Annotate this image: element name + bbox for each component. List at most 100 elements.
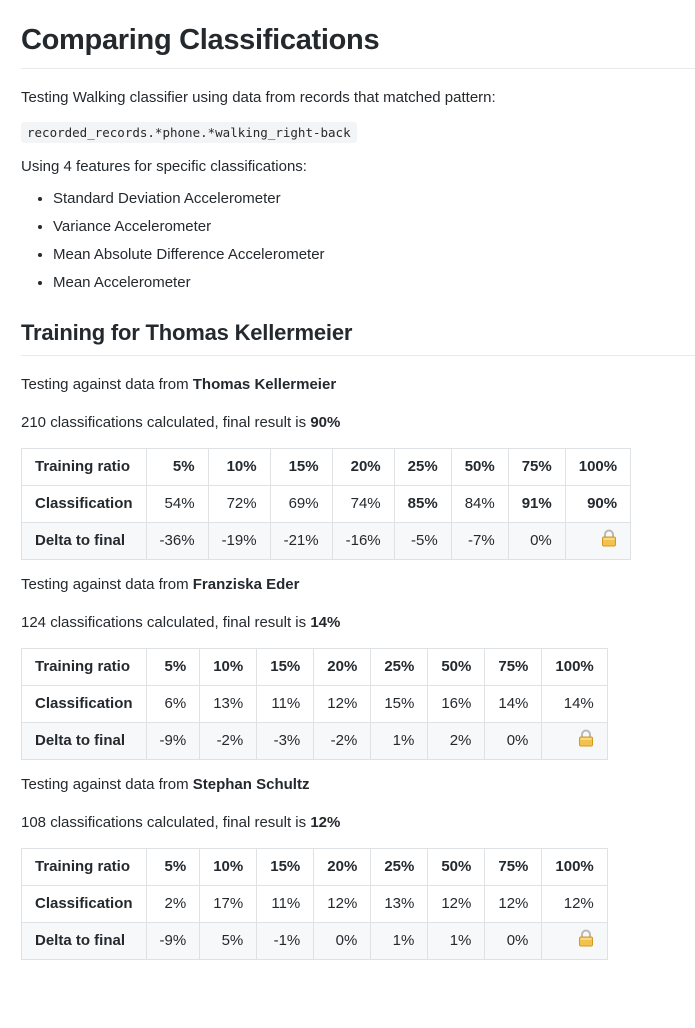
result-summary: 124 classifications calculated, final re… (21, 612, 695, 635)
classification-cell: 12% (313, 685, 372, 724)
delta-cell: -36% (145, 522, 209, 561)
classification-cell: 74% (331, 485, 395, 524)
table-row: Classification 6% 13% 11% 12% 15% 16% 14% 14% (21, 685, 608, 724)
classification-cell: 14% (484, 685, 543, 724)
ratio-header: 15% (269, 448, 333, 487)
table-row: Training ratio 5% 10% 15% 20% 25% 50% 75% 100% (21, 848, 608, 887)
ratio-header: 50% (450, 448, 509, 487)
delta-cell: 0% (484, 922, 543, 961)
classification-cell: 85% (393, 485, 452, 524)
row-label: Delta to final (21, 922, 147, 961)
summary-text: classifications calculated, final result… (46, 413, 311, 431)
classification-cell: 17% (199, 885, 258, 924)
delta-cell: -2% (199, 722, 258, 761)
pattern-block: recorded_records.*phone.*walking_right-b… (21, 121, 695, 145)
feature-list: Standard Deviation Accelerometer Varianc… (21, 185, 695, 297)
delta-cell: -9% (145, 722, 201, 761)
delta-cell: -2% (313, 722, 372, 761)
table-row: Delta to final -9% 5% -1% 0% 1% 1% 0% (21, 922, 608, 961)
classification-cell: 2% (145, 885, 201, 924)
classification-cell: 6% (145, 685, 201, 724)
row-label: Classification (21, 885, 147, 924)
ratio-header: 10% (207, 448, 271, 487)
results-table: Training ratio 5% 10% 15% 20% 25% 50% 75% 100% Cl… (21, 848, 608, 961)
test-section: Testing against data from Franziska Eder… (21, 574, 695, 761)
final-result: 12% (310, 813, 341, 831)
lock-cell (541, 922, 608, 961)
person-name: Thomas Kellermeier (192, 376, 337, 394)
summary-text: classifications calculated, final result… (46, 813, 311, 831)
ratio-header: 20% (331, 448, 395, 487)
ratio-header: 20% (313, 848, 372, 887)
classification-cell: 11% (256, 685, 315, 724)
classification-cell: 90% (564, 485, 632, 524)
table-row: Delta to final -9% -2% -3% -2% 1% 2% 0% (21, 722, 608, 761)
classification-cell: 69% (269, 485, 333, 524)
lock-icon (578, 929, 594, 955)
summary-text: classifications calculated, final result… (46, 613, 311, 631)
delta-cell: 2% (427, 722, 486, 761)
table-row: Classification 54% 72% 69% 74% 85% 84% 91% 90% (21, 485, 632, 524)
test-section: Testing against data from Stephan Schult… (21, 774, 695, 961)
testing-prefix: Testing against data from (21, 376, 193, 394)
ratio-header: 100% (564, 448, 632, 487)
ratio-header: 15% (256, 848, 315, 887)
results-table: Training ratio 5% 10% 15% 20% 25% 50% 75% 100% Cl… (21, 448, 632, 561)
table-row: Training ratio 5% 10% 15% 20% 25% 50% 75% 100% (21, 448, 632, 487)
classification-cell: 12% (541, 885, 608, 924)
ratio-header: 20% (313, 648, 372, 687)
ratio-header: 75% (507, 448, 566, 487)
row-label: Classification (21, 685, 147, 724)
ratio-header: 50% (427, 648, 486, 687)
delta-cell: -21% (269, 522, 333, 561)
classification-cell: 14% (541, 685, 608, 724)
delta-cell: -7% (450, 522, 509, 561)
ratio-header: 50% (427, 848, 486, 887)
testing-against-text: Testing against data from Stephan Schult… (21, 774, 695, 797)
ratio-header: 15% (256, 648, 315, 687)
testing-prefix: Testing against data from (21, 776, 193, 794)
classification-cell: 54% (145, 485, 209, 524)
ratio-header: 25% (370, 648, 429, 687)
ratio-header: 10% (199, 848, 258, 887)
feature-item: Mean Absolute Difference Accelerometer (53, 241, 695, 269)
delta-cell: 1% (427, 922, 486, 961)
document: Comparing Classifications Testing Walkin… (0, 0, 695, 960)
delta-cell: -16% (331, 522, 395, 561)
classification-count: 124 (21, 613, 47, 631)
classification-cell: 91% (507, 485, 566, 524)
feature-item: Variance Accelerometer (53, 213, 695, 241)
result-summary: 108 classifications calculated, final re… (21, 812, 695, 835)
lock-icon (601, 529, 617, 555)
delta-cell: -3% (256, 722, 315, 761)
classification-count: 108 (21, 813, 47, 831)
delta-cell: 1% (370, 922, 429, 961)
delta-cell: -5% (393, 522, 452, 561)
pattern-code: recorded_records.*phone.*walking_right-b… (21, 121, 357, 143)
delta-cell: 0% (313, 922, 372, 961)
lock-cell (541, 722, 608, 761)
classification-cell: 12% (484, 885, 543, 924)
person-name: Franziska Eder (192, 576, 300, 594)
row-label: Classification (21, 485, 147, 524)
ratio-header: 75% (484, 848, 543, 887)
ratio-header: 10% (199, 648, 258, 687)
lock-icon (578, 729, 594, 755)
ratio-header: 25% (370, 848, 429, 887)
delta-cell: -1% (256, 922, 315, 961)
delta-cell: 0% (507, 522, 566, 561)
ratio-header: 100% (541, 648, 608, 687)
row-label: Training ratio (21, 648, 147, 687)
classification-cell: 12% (313, 885, 372, 924)
test-section: Testing against data from Thomas Kellerm… (21, 374, 695, 561)
classification-cell: 13% (199, 685, 258, 724)
classification-cell: 72% (207, 485, 271, 524)
page-title: Comparing Classifications (21, 0, 695, 70)
delta-cell: 0% (484, 722, 543, 761)
row-label: Delta to final (21, 722, 147, 761)
classification-cell: 16% (427, 685, 486, 724)
final-result: 14% (310, 613, 341, 631)
row-label: Training ratio (21, 848, 147, 887)
ratio-header: 5% (145, 448, 209, 487)
testing-prefix: Testing against data from (21, 576, 193, 594)
